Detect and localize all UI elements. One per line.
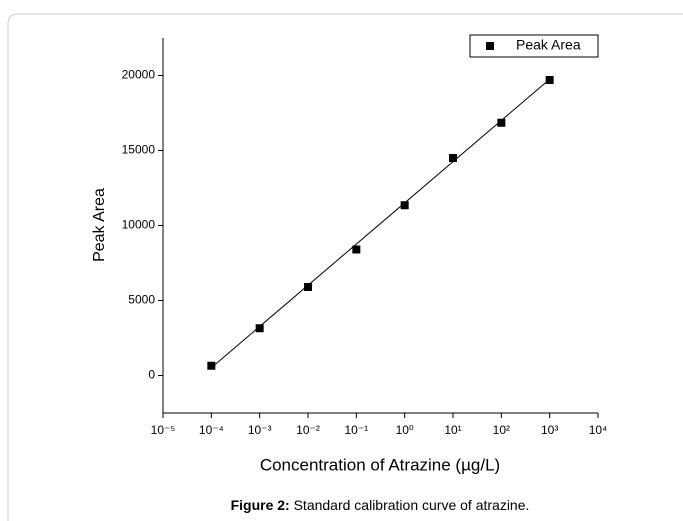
caption: Figure 2: Standard calibration curve of …: [231, 497, 530, 513]
data-point: [449, 154, 457, 162]
x-tick-label: 10¹: [444, 423, 461, 437]
caption-label: Figure 2:: [231, 497, 290, 513]
x-tick-label: 10²: [493, 423, 510, 437]
card-border: [7, 13, 683, 521]
y-tick-label: 20000: [122, 68, 156, 82]
data-point: [255, 324, 264, 333]
y-tick-label: 0: [148, 368, 155, 382]
data-point: [304, 283, 312, 291]
y-tick-label: 15000: [122, 143, 156, 157]
x-tick-label: 10⁻⁴: [199, 423, 224, 437]
fit-line: [211, 78, 550, 369]
legend-box: [469, 34, 599, 58]
legend-marker: [486, 42, 494, 50]
x-tick-label: 10⁻³: [248, 423, 272, 437]
data-point: [207, 361, 216, 370]
x-axis-label: Concentration of Atrazine (µg/L): [260, 455, 500, 474]
data-point: [545, 76, 554, 84]
x-tick-label: 10⁻²: [296, 423, 320, 437]
data-point: [352, 245, 361, 254]
y-tick-label: 10000: [122, 218, 156, 232]
x-tick-label: 10⁻¹: [344, 423, 368, 437]
x-tick-label: 10⁻⁵: [151, 423, 176, 437]
y-tick-label: 5000: [128, 293, 155, 307]
x-tick-label: 10⁰: [396, 423, 414, 437]
y-axis-label: Peak Area: [91, 188, 108, 262]
x-tick-label: 10³: [541, 423, 558, 437]
data-point: [497, 118, 506, 127]
x-tick-label: 10⁴: [589, 423, 608, 437]
caption-text: Standard calibration curve of atrazine.: [294, 497, 530, 513]
legend-label: Peak Area: [516, 37, 581, 53]
data-point: [400, 201, 409, 210]
